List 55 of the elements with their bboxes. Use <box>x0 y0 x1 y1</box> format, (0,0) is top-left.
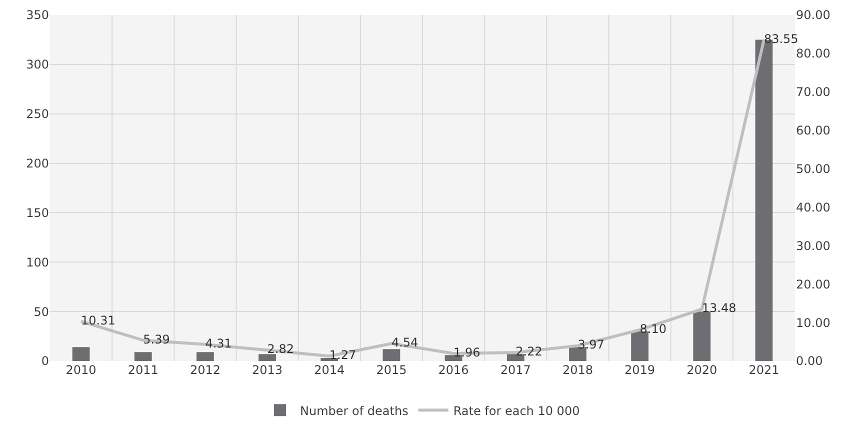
data-label: 4.54 <box>391 336 418 350</box>
bar <box>569 347 586 361</box>
data-label: 10.31 <box>81 313 116 328</box>
x-tick-label: 2021 <box>748 363 780 377</box>
y2-tick-label: 60.00 <box>796 124 830 138</box>
x-tick-label: 2020 <box>686 363 718 377</box>
x-tick-label: 2018 <box>562 363 593 377</box>
y2-tick-label: 40.00 <box>796 200 830 214</box>
x-tick-label: 2013 <box>252 363 283 377</box>
x-tick-label: 2017 <box>500 363 531 377</box>
data-label: 3.97 <box>578 338 604 352</box>
y-tick-label: 100 <box>26 255 49 270</box>
bar <box>320 358 338 361</box>
data-label: 4.31 <box>205 336 232 350</box>
data-label: 5.39 <box>143 332 170 346</box>
bar <box>506 354 524 361</box>
y2-tick-label: 50.00 <box>796 162 830 176</box>
bar <box>196 352 214 361</box>
data-label: 83.55 <box>764 32 798 46</box>
y-tick-label: 150 <box>26 206 49 220</box>
y2-tick-label: 30.00 <box>796 238 830 253</box>
bar <box>72 347 90 361</box>
y2-tick-label: 0.00 <box>796 354 823 368</box>
data-label: 2.82 <box>267 342 294 356</box>
y-tick-label: 0 <box>41 354 49 368</box>
y-tick-label: 50 <box>34 304 49 319</box>
data-label: 2.22 <box>516 344 542 358</box>
x-tick-label: 2019 <box>624 363 656 377</box>
y2-tick-label: 20.00 <box>796 277 830 292</box>
bar <box>382 349 400 361</box>
data-label: 1.27 <box>329 348 356 362</box>
y-tick-label: 350 <box>26 8 49 22</box>
data-label: 1.96 <box>454 345 480 360</box>
x-tick-label: 2014 <box>314 363 345 377</box>
data-label: 8.10 <box>640 322 667 336</box>
x-tick-label: 2010 <box>66 363 96 377</box>
data-label: 13.48 <box>702 301 736 316</box>
bar <box>258 354 276 361</box>
y-tick-label: 300 <box>26 58 49 72</box>
legend-label: Number of deaths <box>300 404 408 418</box>
y2-tick-label: 70.00 <box>796 85 830 100</box>
line-series <box>80 38 766 358</box>
y2-tick-label: 80.00 <box>796 46 830 61</box>
x-tick-label: 2012 <box>190 363 220 377</box>
bar <box>444 355 462 361</box>
legend-label: Rate for each 10 000 <box>453 404 580 418</box>
x-tick-label: 2016 <box>438 363 469 377</box>
y2-tick-label: 90.00 <box>796 8 830 22</box>
x-tick-label: 2015 <box>376 363 407 377</box>
bar <box>134 352 152 361</box>
y-tick-label: 250 <box>26 107 49 122</box>
x-tick-label: 2011 <box>128 363 158 377</box>
y2-tick-label: 10.00 <box>796 316 830 330</box>
y-tick-label: 200 <box>26 156 49 170</box>
bar <box>693 312 711 361</box>
